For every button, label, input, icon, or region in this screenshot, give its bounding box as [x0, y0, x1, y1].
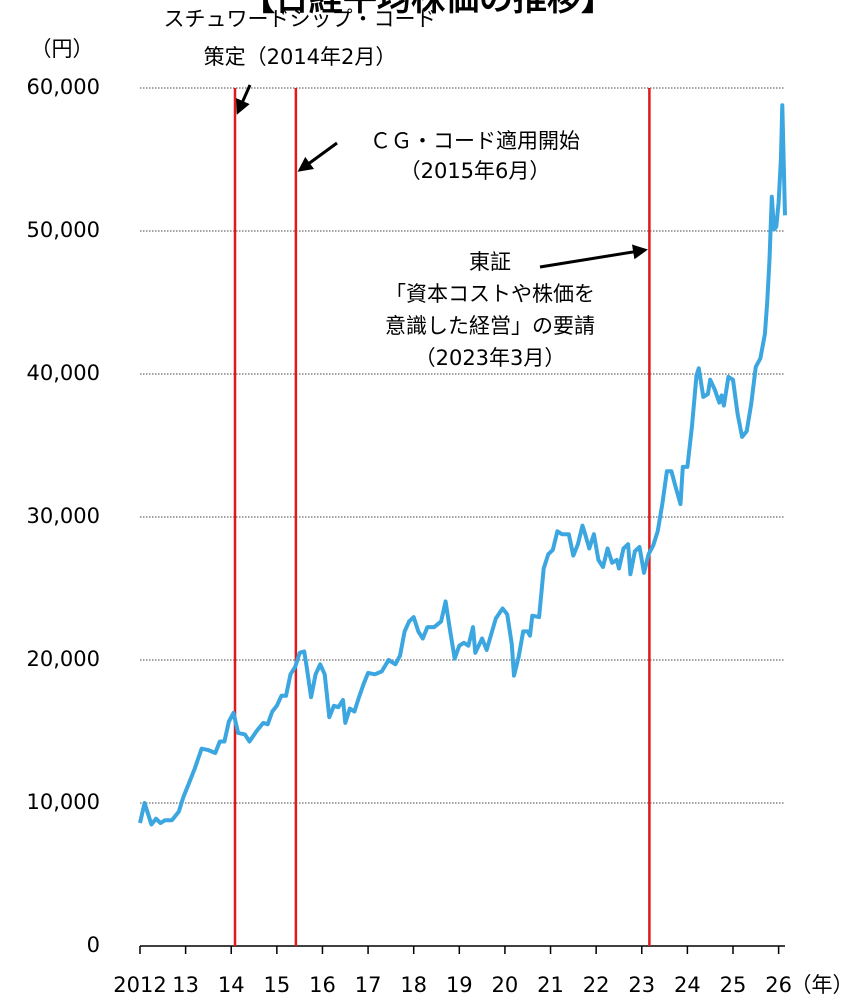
x-tick-label: 15	[263, 973, 290, 997]
y-tick-label: 20,000	[27, 647, 100, 671]
x-tick-label: 14	[218, 973, 245, 997]
chart-title: 【日経平均株価の推移】	[241, 0, 615, 19]
x-tick-label: 17	[355, 973, 382, 997]
y-tick-label: 40,000	[27, 361, 100, 385]
y-tick-label: 30,000	[27, 504, 100, 528]
annotation-text: 意識した経営」の要請	[385, 314, 595, 338]
y-unit: （円）	[31, 37, 94, 61]
x-tick-label: 19	[446, 973, 473, 997]
annotation-text: 「資本コストや株価を	[385, 282, 595, 306]
x-tick-label: 18	[400, 973, 427, 997]
annotation-arrow	[297, 141, 338, 172]
x-tick-label: 22	[583, 973, 610, 997]
y-tick-label: 60,000	[27, 75, 100, 99]
annotation-arrow	[539, 244, 648, 269]
x-tick-label: 25	[720, 973, 747, 997]
annotation-text: スチュワードシップ・コード	[164, 7, 437, 31]
annotation-text: 東証	[469, 250, 511, 274]
annotation-text: ＣＧ・コード適用開始	[370, 129, 580, 153]
x-tick-label: 21	[537, 973, 564, 997]
annotation-arrow	[236, 84, 252, 115]
y-tick-label: 50,000	[27, 218, 100, 242]
x-tick-label: 13	[172, 973, 199, 997]
x-tick-label: 2012	[113, 973, 166, 997]
x-tick-label: 26	[765, 973, 792, 997]
annotation-text: （2023年3月）	[415, 346, 566, 370]
x-unit: （年）	[791, 973, 854, 997]
x-tick-label: 16	[309, 973, 336, 997]
x-tick-label: 20	[492, 973, 519, 997]
y-tick-label: 10,000	[27, 790, 100, 814]
x-tick-label: 24	[674, 973, 701, 997]
price-line	[138, 103, 787, 827]
annotation-text: 策定（2014年2月）	[204, 45, 397, 69]
x-tick-label: 23	[628, 973, 655, 997]
y-tick-label: 0	[87, 933, 100, 957]
annotation-text: （2015年6月）	[400, 159, 551, 183]
